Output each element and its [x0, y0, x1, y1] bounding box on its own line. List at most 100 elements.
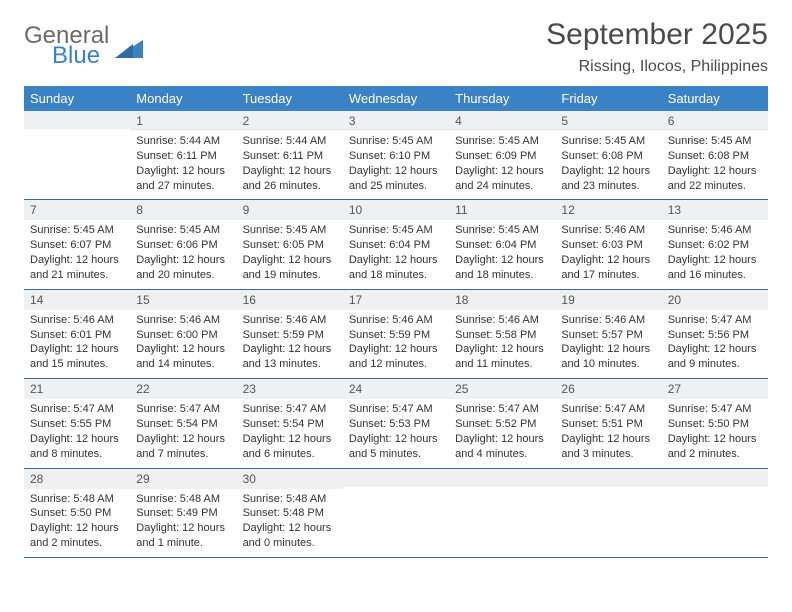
sunset-text: Sunset: 5:50 PM: [668, 417, 762, 432]
calendar-cell: 2Sunrise: 5:44 AMSunset: 6:11 PMDaylight…: [237, 111, 343, 199]
sunset-text: Sunset: 6:11 PM: [136, 149, 230, 164]
day-number: 20: [662, 290, 768, 310]
calendar-cell: 11Sunrise: 5:45 AMSunset: 6:04 PMDayligh…: [449, 200, 555, 288]
page-title: September 2025: [546, 18, 768, 52]
cell-body: Sunrise: 5:44 AMSunset: 6:11 PMDaylight:…: [237, 131, 343, 199]
daylight-text-1: Daylight: 12 hours: [561, 253, 655, 268]
calendar-cell: [555, 469, 661, 557]
cell-body: Sunrise: 5:46 AMSunset: 6:00 PMDaylight:…: [130, 310, 236, 378]
calendar-cell: 15Sunrise: 5:46 AMSunset: 6:00 PMDayligh…: [130, 290, 236, 378]
daylight-text-2: and 14 minutes.: [136, 357, 230, 372]
day-header-row: Sunday Monday Tuesday Wednesday Thursday…: [24, 86, 768, 111]
sunrise-text: Sunrise: 5:47 AM: [30, 402, 124, 417]
sunrise-text: Sunrise: 5:45 AM: [30, 223, 124, 238]
day-number: 23: [237, 379, 343, 399]
cell-body: Sunrise: 5:45 AMSunset: 6:10 PMDaylight:…: [343, 131, 449, 199]
sunset-text: Sunset: 6:06 PM: [136, 238, 230, 253]
calendar-cell: 8Sunrise: 5:45 AMSunset: 6:06 PMDaylight…: [130, 200, 236, 288]
daylight-text-1: Daylight: 12 hours: [136, 342, 230, 357]
calendar-cell: 22Sunrise: 5:47 AMSunset: 5:54 PMDayligh…: [130, 379, 236, 467]
sunrise-text: Sunrise: 5:46 AM: [349, 313, 443, 328]
calendar-cell: [343, 469, 449, 557]
sunrise-text: Sunrise: 5:48 AM: [243, 492, 337, 507]
sunset-text: Sunset: 6:09 PM: [455, 149, 549, 164]
daylight-text-2: and 12 minutes.: [349, 357, 443, 372]
calendar-cell: 20Sunrise: 5:47 AMSunset: 5:56 PMDayligh…: [662, 290, 768, 378]
calendar-cell: 19Sunrise: 5:46 AMSunset: 5:57 PMDayligh…: [555, 290, 661, 378]
day-number: 9: [237, 200, 343, 220]
calendar-cell: 6Sunrise: 5:45 AMSunset: 6:08 PMDaylight…: [662, 111, 768, 199]
day-number: 2: [237, 111, 343, 131]
daylight-text-2: and 1 minute.: [136, 536, 230, 551]
daylight-text-2: and 0 minutes.: [243, 536, 337, 551]
calendar: Sunday Monday Tuesday Wednesday Thursday…: [24, 86, 768, 558]
day-number: 10: [343, 200, 449, 220]
day-number: 8: [130, 200, 236, 220]
calendar-cell: 26Sunrise: 5:47 AMSunset: 5:51 PMDayligh…: [555, 379, 661, 467]
daylight-text-2: and 18 minutes.: [349, 268, 443, 283]
cell-body: [343, 487, 449, 547]
daylight-text-1: Daylight: 12 hours: [243, 342, 337, 357]
sunrise-text: Sunrise: 5:45 AM: [455, 223, 549, 238]
day-number: 30: [237, 469, 343, 489]
daylight-text-2: and 25 minutes.: [349, 179, 443, 194]
sunset-text: Sunset: 5:54 PM: [136, 417, 230, 432]
sunrise-text: Sunrise: 5:47 AM: [455, 402, 549, 417]
calendar-cell: 27Sunrise: 5:47 AMSunset: 5:50 PMDayligh…: [662, 379, 768, 467]
daylight-text-2: and 21 minutes.: [30, 268, 124, 283]
sunrise-text: Sunrise: 5:47 AM: [243, 402, 337, 417]
cell-body: Sunrise: 5:48 AMSunset: 5:50 PMDaylight:…: [24, 489, 130, 557]
daylight-text-1: Daylight: 12 hours: [136, 432, 230, 447]
daylight-text-2: and 18 minutes.: [455, 268, 549, 283]
week-row: 1Sunrise: 5:44 AMSunset: 6:11 PMDaylight…: [24, 111, 768, 200]
day-number: 14: [24, 290, 130, 310]
day-number: 29: [130, 469, 236, 489]
daylight-text-1: Daylight: 12 hours: [668, 253, 762, 268]
sunrise-text: Sunrise: 5:47 AM: [668, 402, 762, 417]
daylight-text-1: Daylight: 12 hours: [349, 253, 443, 268]
week-row: 21Sunrise: 5:47 AMSunset: 5:55 PMDayligh…: [24, 379, 768, 468]
calendar-cell: [662, 469, 768, 557]
sunset-text: Sunset: 6:05 PM: [243, 238, 337, 253]
day-number: 28: [24, 469, 130, 489]
cell-body: Sunrise: 5:47 AMSunset: 5:50 PMDaylight:…: [662, 399, 768, 467]
calendar-cell: 3Sunrise: 5:45 AMSunset: 6:10 PMDaylight…: [343, 111, 449, 199]
daylight-text-1: Daylight: 12 hours: [30, 521, 124, 536]
day-header: Sunday: [24, 86, 130, 111]
cell-body: Sunrise: 5:46 AMSunset: 6:03 PMDaylight:…: [555, 220, 661, 288]
daylight-text-1: Daylight: 12 hours: [243, 521, 337, 536]
cell-body: Sunrise: 5:45 AMSunset: 6:06 PMDaylight:…: [130, 220, 236, 288]
sunrise-text: Sunrise: 5:45 AM: [243, 223, 337, 238]
sunrise-text: Sunrise: 5:45 AM: [455, 134, 549, 149]
daylight-text-2: and 13 minutes.: [243, 357, 337, 372]
sunrise-text: Sunrise: 5:47 AM: [668, 313, 762, 328]
day-number: 16: [237, 290, 343, 310]
sunset-text: Sunset: 5:56 PM: [668, 328, 762, 343]
cell-body: Sunrise: 5:46 AMSunset: 6:01 PMDaylight:…: [24, 310, 130, 378]
day-number: 3: [343, 111, 449, 131]
sunset-text: Sunset: 5:58 PM: [455, 328, 549, 343]
cell-body: Sunrise: 5:47 AMSunset: 5:54 PMDaylight:…: [237, 399, 343, 467]
calendar-cell: 18Sunrise: 5:46 AMSunset: 5:58 PMDayligh…: [449, 290, 555, 378]
sunrise-text: Sunrise: 5:45 AM: [136, 223, 230, 238]
week-row: 7Sunrise: 5:45 AMSunset: 6:07 PMDaylight…: [24, 200, 768, 289]
sunrise-text: Sunrise: 5:44 AM: [136, 134, 230, 149]
sunset-text: Sunset: 5:54 PM: [243, 417, 337, 432]
daylight-text-2: and 8 minutes.: [30, 447, 124, 462]
cell-body: Sunrise: 5:45 AMSunset: 6:09 PMDaylight:…: [449, 131, 555, 199]
daylight-text-2: and 19 minutes.: [243, 268, 337, 283]
calendar-cell: 29Sunrise: 5:48 AMSunset: 5:49 PMDayligh…: [130, 469, 236, 557]
daylight-text-1: Daylight: 12 hours: [668, 432, 762, 447]
day-number: [24, 111, 130, 129]
day-number: [662, 469, 768, 487]
day-number: 25: [449, 379, 555, 399]
cell-body: Sunrise: 5:45 AMSunset: 6:07 PMDaylight:…: [24, 220, 130, 288]
day-number: 5: [555, 111, 661, 131]
sunset-text: Sunset: 6:08 PM: [668, 149, 762, 164]
day-header: Monday: [130, 86, 236, 111]
sunset-text: Sunset: 5:59 PM: [349, 328, 443, 343]
daylight-text-1: Daylight: 12 hours: [30, 253, 124, 268]
sunset-text: Sunset: 5:50 PM: [30, 506, 124, 521]
daylight-text-1: Daylight: 12 hours: [561, 342, 655, 357]
day-number: 1: [130, 111, 236, 131]
